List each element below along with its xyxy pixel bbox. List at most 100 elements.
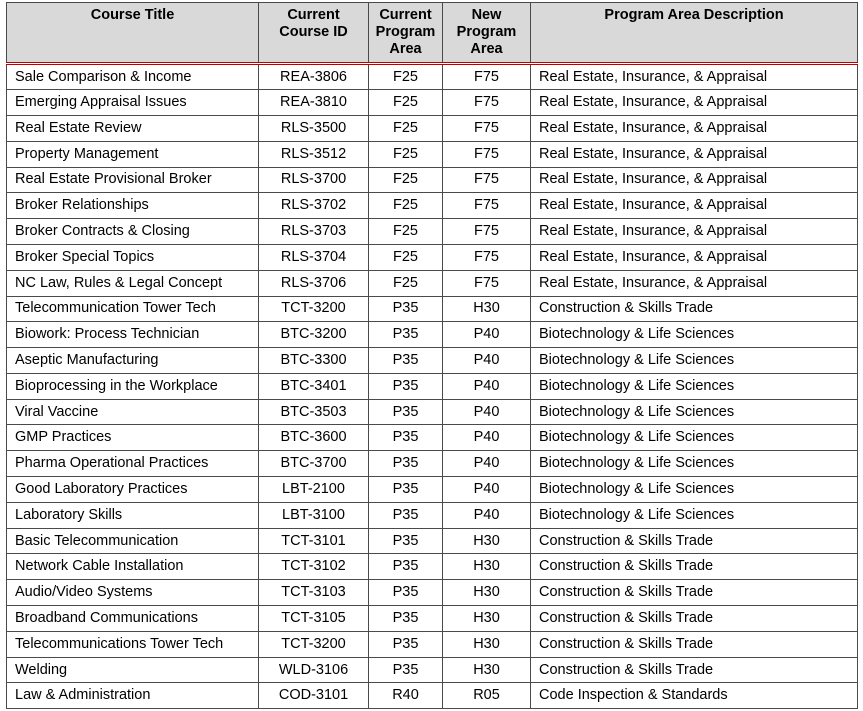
cell-course-id: BTC-3200 xyxy=(258,321,369,349)
cell-current-program-area: F25 xyxy=(368,89,443,116)
cell-course-id: RLS-3704 xyxy=(258,243,369,271)
table-row: Law & Administration COD-3101 R40 R05 Code I… xyxy=(6,682,858,710)
cell-new-program-area: H30 xyxy=(442,553,531,581)
table-row: Real Estate Review RLS-3500 F25 F75 Real Est… xyxy=(6,114,858,142)
table-row: Telecommunication Tower Tech TCT-3200 P35 H… xyxy=(6,295,858,323)
table-header-row: Course Title Current Course ID Current P… xyxy=(6,1,858,66)
cell-current-program-area: P35 xyxy=(368,501,443,529)
cell-course-id: BTC-3401 xyxy=(258,372,369,400)
cell-current-program-area: F25 xyxy=(368,269,443,297)
cell-program-area-description: Real Estate, Insurance, & Appraisal xyxy=(530,243,858,271)
cell-program-area-description: Biotechnology & Life Sciences xyxy=(530,476,858,503)
cell-course-title: Sale Comparison & Income xyxy=(6,63,259,91)
cell-current-program-area: P35 xyxy=(368,579,443,607)
cell-new-program-area: H30 xyxy=(442,605,531,632)
cell-new-program-area: F75 xyxy=(442,89,531,116)
cell-course-title: Basic Telecommunication xyxy=(6,527,259,555)
cell-current-program-area: P35 xyxy=(368,476,443,503)
cell-course-id: TCT-3200 xyxy=(258,295,369,323)
cell-program-area-description: Real Estate, Insurance, & Appraisal xyxy=(530,63,858,91)
cell-program-area-description: Biotechnology & Life Sciences xyxy=(530,450,858,478)
cell-program-area-description: Construction & Skills Trade xyxy=(530,295,858,323)
table-row: Good Laboratory Practices LBT-2100 P35 P40 B… xyxy=(6,476,858,503)
cell-current-program-area: P35 xyxy=(368,605,443,632)
table-row: Broadband Communications TCT-3105 P35 H30 Co… xyxy=(6,605,858,632)
cell-program-area-description: Real Estate, Insurance, & Appraisal xyxy=(530,166,858,194)
cell-program-area-description: Construction & Skills Trade xyxy=(530,553,858,581)
cell-program-area-description: Biotechnology & Life Sciences xyxy=(530,424,858,452)
cell-new-program-area: H30 xyxy=(442,527,531,555)
cell-course-id: TCT-3105 xyxy=(258,605,369,632)
cell-course-id: BTC-3300 xyxy=(258,347,369,374)
cell-course-title: Audio/Video Systems xyxy=(6,579,259,607)
cell-course-id: RLS-3703 xyxy=(258,218,369,245)
cell-current-program-area: R40 xyxy=(368,682,443,710)
header-current-course-id: Current Course ID xyxy=(258,1,369,66)
cell-course-title: Telecommunication Tower Tech xyxy=(6,295,259,323)
table-row: Network Cable Installation TCT-3102 P35 H30… xyxy=(6,553,858,581)
cell-new-program-area: H30 xyxy=(442,579,531,607)
table-row: Audio/Video Systems TCT-3103 P35 H30 Constru… xyxy=(6,579,858,607)
cell-course-title: Broker Relationships xyxy=(6,192,259,220)
cell-new-program-area: F75 xyxy=(442,218,531,245)
header-current-program-area: Current Program Area xyxy=(368,1,443,66)
cell-course-id: BTC-3600 xyxy=(258,424,369,452)
cell-program-area-description: Construction & Skills Trade xyxy=(530,579,858,607)
cell-course-title: Broker Special Topics xyxy=(6,243,259,271)
table-row: Broker Special Topics RLS-3704 F25 F75 Real … xyxy=(6,243,858,271)
cell-course-title: Emerging Appraisal Issues xyxy=(6,89,259,116)
cell-program-area-description: Biotechnology & Life Sciences xyxy=(530,501,858,529)
course-program-area-table: Course Title Current Course ID Current P… xyxy=(6,1,858,710)
cell-current-program-area: F25 xyxy=(368,140,443,168)
cell-new-program-area: H30 xyxy=(442,630,531,658)
table-row: Basic Telecommunication TCT-3101 P35 H30 Con… xyxy=(6,527,858,555)
cell-course-title: Pharma Operational Practices xyxy=(6,450,259,478)
cell-program-area-description: Real Estate, Insurance, & Appraisal xyxy=(530,140,858,168)
cell-new-program-area: F75 xyxy=(442,166,531,194)
cell-course-id: REA-3810 xyxy=(258,89,369,116)
cell-new-program-area: P40 xyxy=(442,476,531,503)
cell-program-area-description: Biotechnology & Life Sciences xyxy=(530,347,858,374)
cell-course-title: Real Estate Provisional Broker xyxy=(6,166,259,194)
table-row: Broker Relationships RLS-3702 F25 F75 Real E… xyxy=(6,192,858,220)
cell-current-program-area: P35 xyxy=(368,630,443,658)
cell-current-program-area: P35 xyxy=(368,424,443,452)
cell-current-program-area: F25 xyxy=(368,192,443,220)
cell-program-area-description: Biotechnology & Life Sciences xyxy=(530,321,858,349)
cell-program-area-description: Real Estate, Insurance, & Appraisal xyxy=(530,114,858,142)
cell-course-title: Real Estate Review xyxy=(6,114,259,142)
cell-program-area-description: Biotechnology & Life Sciences xyxy=(530,372,858,400)
cell-course-title: Bioprocessing in the Workplace xyxy=(6,372,259,400)
cell-course-title: Aseptic Manufacturing xyxy=(6,347,259,374)
cell-course-title: Viral Vaccine xyxy=(6,398,259,426)
cell-new-program-area: P40 xyxy=(442,398,531,426)
table-row: Telecommunications Tower Tech TCT-3200 P35… xyxy=(6,630,858,658)
cell-new-program-area: F75 xyxy=(442,243,531,271)
table-row: Biowork: Process Technician BTC-3200 P35 P4… xyxy=(6,321,858,349)
cell-course-id: WLD-3106 xyxy=(258,656,369,684)
cell-new-program-area: P40 xyxy=(442,321,531,349)
header-course-title: Course Title xyxy=(6,1,259,66)
cell-new-program-area: P40 xyxy=(442,424,531,452)
cell-course-id: LBT-3100 xyxy=(258,501,369,529)
cell-course-title: NC Law, Rules & Legal Concept xyxy=(6,269,259,297)
cell-new-program-area: H30 xyxy=(442,295,531,323)
cell-new-program-area: F75 xyxy=(442,114,531,142)
cell-course-id: BTC-3503 xyxy=(258,398,369,426)
cell-current-program-area: F25 xyxy=(368,166,443,194)
cell-new-program-area: R05 xyxy=(442,682,531,710)
cell-current-program-area: P35 xyxy=(368,553,443,581)
cell-current-program-area: P35 xyxy=(368,527,443,555)
table-row: Viral Vaccine BTC-3503 P35 P40 Biotechnology… xyxy=(6,398,858,426)
cell-course-title: Telecommunications Tower Tech xyxy=(6,630,259,658)
cell-program-area-description: Construction & Skills Trade xyxy=(530,527,858,555)
cell-course-id: TCT-3101 xyxy=(258,527,369,555)
table-row: Broker Contracts & Closing RLS-3703 F25 F75… xyxy=(6,218,858,245)
cell-current-program-area: F25 xyxy=(368,63,443,91)
cell-current-program-area: F25 xyxy=(368,114,443,142)
table-row: Emerging Appraisal Issues REA-3810 F25 F75 R… xyxy=(6,89,858,116)
cell-new-program-area: F75 xyxy=(442,63,531,91)
cell-program-area-description: Real Estate, Insurance, & Appraisal xyxy=(530,192,858,220)
table-row: Bioprocessing in the Workplace BTC-3401 P3… xyxy=(6,372,858,400)
cell-program-area-description: Real Estate, Insurance, & Appraisal xyxy=(530,89,858,116)
